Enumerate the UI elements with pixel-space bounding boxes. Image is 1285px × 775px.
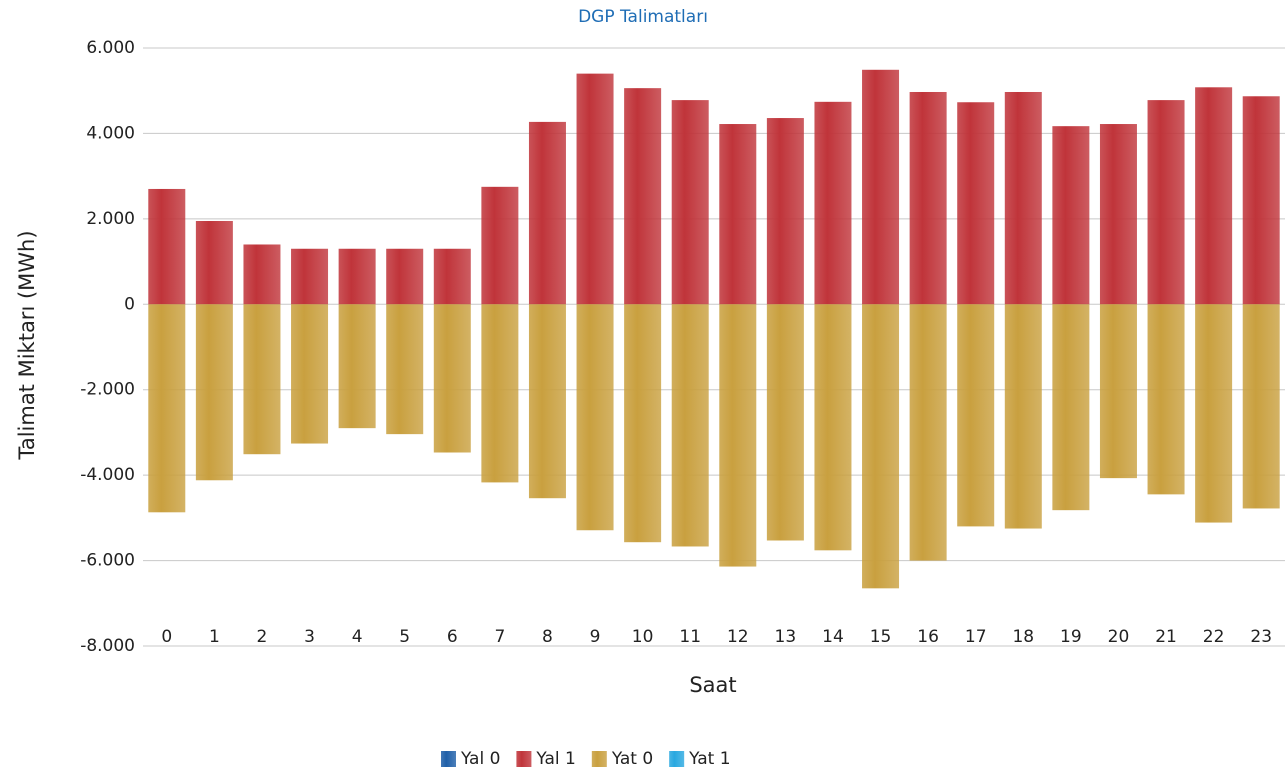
x-tick-label: 4 [352, 627, 363, 647]
y-tick-label: -4.000 [80, 465, 135, 485]
x-tick-label: 16 [917, 627, 939, 647]
x-tick-label: 8 [542, 627, 553, 647]
bar [195, 304, 233, 481]
x-tick-label: 22 [1203, 627, 1225, 647]
bar [481, 304, 519, 483]
bar [766, 304, 804, 541]
chart-title: DGP Talimatları [578, 7, 708, 27]
x-tick-label: 13 [775, 627, 797, 647]
y-tick-label: -8.000 [80, 636, 135, 656]
bar [862, 304, 900, 589]
legend-label: Yal 1 [535, 749, 575, 769]
x-axis-label: Saat [689, 673, 736, 697]
legend-label: Yat 1 [688, 749, 730, 769]
bar [1242, 304, 1280, 509]
x-tick-label: 7 [494, 627, 505, 647]
x-tick-label: 0 [161, 627, 172, 647]
bar [243, 304, 281, 455]
bar [1099, 304, 1137, 479]
legend-swatch [669, 751, 685, 767]
bar [576, 304, 614, 531]
bar [814, 101, 852, 305]
bar [1147, 304, 1185, 495]
y-tick-label: -6.000 [80, 551, 135, 571]
bar [719, 304, 757, 567]
x-tick-label: 1 [209, 627, 220, 647]
bar [1147, 100, 1185, 305]
x-tick-label: 17 [965, 627, 987, 647]
x-tick-label: 15 [870, 627, 892, 647]
bar [338, 304, 376, 429]
bar [1242, 96, 1280, 305]
bar [624, 304, 662, 543]
bar [386, 304, 424, 435]
bar [957, 304, 995, 527]
x-tick-label: 3 [304, 627, 315, 647]
bar [481, 186, 519, 305]
x-tick-label: 6 [447, 627, 458, 647]
x-tick-label: 21 [1155, 627, 1177, 647]
bar [291, 304, 329, 444]
x-tick-label: 10 [632, 627, 654, 647]
bar [1052, 304, 1090, 511]
bar [766, 118, 804, 305]
legend-swatch [516, 751, 532, 767]
x-tick-label: 5 [399, 627, 410, 647]
y-tick-label: 4.000 [86, 123, 135, 143]
bar [1195, 87, 1233, 305]
bar [671, 100, 709, 305]
y-tick-label: 2.000 [86, 209, 135, 229]
x-tick-label: 19 [1060, 627, 1082, 647]
x-tick-label: 20 [1108, 627, 1130, 647]
x-tick-label: 12 [727, 627, 749, 647]
bar [909, 91, 947, 305]
bar [671, 304, 709, 547]
bar [719, 124, 757, 305]
legend-label: Yal 0 [460, 749, 500, 769]
y-tick-label: 6.000 [86, 38, 135, 58]
bar [148, 188, 186, 305]
legend-label: Yat 0 [611, 749, 653, 769]
bar [243, 244, 281, 305]
bar [291, 248, 329, 305]
bar [433, 248, 471, 305]
bar [624, 88, 662, 305]
x-tick-label: 23 [1250, 627, 1272, 647]
x-tick-label: 18 [1012, 627, 1034, 647]
bar [1004, 91, 1042, 305]
x-tick-label: 11 [679, 627, 701, 647]
bar [957, 102, 995, 305]
bar [1195, 304, 1233, 523]
x-tick-label: 9 [590, 627, 601, 647]
bar [528, 121, 566, 305]
y-axis-label: Talimat Miktarı (MWh) [15, 230, 39, 460]
bar [338, 248, 376, 305]
bar [814, 304, 852, 551]
x-tick-label: 2 [257, 627, 268, 647]
bar [386, 248, 424, 305]
bar [433, 304, 471, 453]
bar [862, 69, 900, 305]
legend-swatch [441, 751, 456, 767]
bar [195, 220, 233, 305]
bar [909, 304, 947, 561]
bar [1099, 124, 1137, 305]
y-tick-label: 0 [124, 294, 135, 314]
x-tick-label: 14 [822, 627, 844, 647]
bar [1052, 126, 1090, 305]
y-tick-label: -2.000 [80, 380, 135, 400]
bar [1004, 304, 1042, 529]
legend-swatch [591, 751, 607, 767]
bar [576, 73, 614, 305]
bar [148, 304, 186, 513]
bar [528, 304, 566, 499]
